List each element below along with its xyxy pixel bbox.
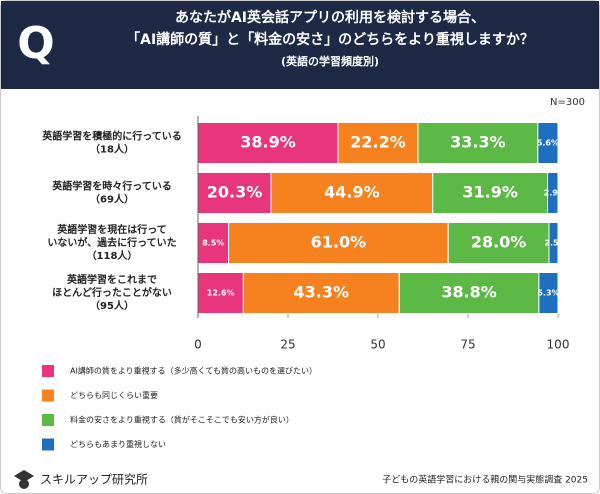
value-label: 20.3% [207,183,263,202]
bar-segment [447,222,550,264]
bar-segment [547,172,559,214]
value-label: 8.5% [202,239,224,248]
legend-label: AI講師の質をより重視する（多少高くても質の高いものを選びたい） [70,366,317,376]
bar-segment [432,172,549,214]
bar-segment [398,272,540,314]
x-tick-label: 0 [194,338,202,352]
value-label: 31.9% [462,183,518,202]
bar-segment [270,172,434,214]
bar-segment [337,122,419,164]
legend-swatch [42,365,54,377]
bar-segment [548,222,559,264]
brand: スキルアップ研究所 [40,472,148,487]
legend-label: 料金の安さをより重視する（質がそこそこでも安い方が良い） [70,415,294,425]
value-label: 28.0% [471,233,527,252]
value-label: 33.3% [450,133,506,152]
x-tick-label: 75 [460,338,475,352]
chart-title: あなたがAI英会話アプリの利用を検討する場合、 [175,9,485,26]
category-label: （118人） [87,249,138,262]
bar-segment [537,122,559,164]
value-label: 2.5% [544,239,566,248]
value-label: 61.0% [311,233,367,252]
legend-swatch [42,438,54,451]
legend-label: どちらも同じくらい重要 [70,390,158,400]
value-label: 43.3% [294,283,350,302]
chart-title: (英語の学習頻度別) [281,54,379,68]
x-tick-label: 100 [547,338,570,352]
value-label: 2.9% [544,189,566,198]
bar-segment [228,222,449,264]
bar-segment [242,272,400,314]
source: 子どもの英語学習における親の関与実態調査 2025 [382,474,588,486]
note: N=300 [550,97,585,108]
legend-swatch [42,389,54,402]
category-label: （69人） [90,193,134,206]
x-tick-label: 25 [280,338,295,352]
category-label: いないが、過去に行っていた [47,236,176,249]
value-label: 22.2% [350,133,406,152]
chart-title: 「AI講師の質」と「料金の安さ」のどちらをより重視しますか？ [126,31,534,48]
value-label: 44.9% [324,183,380,202]
bar-segment [197,222,230,264]
bar-segment [417,122,539,164]
footer-logo [14,470,34,489]
value-label: 5.3% [537,289,559,298]
value-label: 38.8% [441,283,497,302]
category-label: （95人） [90,299,134,312]
x-tick-label: 50 [370,338,385,352]
category-label: 英語学習を現在は行って [56,223,167,236]
legend-swatch [42,414,54,426]
legend-label: どちらもあまり重視しない [70,439,166,449]
header [1,1,599,89]
value-label: 12.6% [207,289,235,298]
category-label: 英語学習を時々行っている [51,180,172,193]
category-label: 英語学習をこれまで [66,273,157,286]
bar-segment [538,272,559,314]
category-label: 英語学習を積極的に行っている [41,130,182,143]
q-logo: Q [17,18,54,69]
value-label: 5.6% [537,139,559,148]
category-label: （18人） [90,143,134,156]
category-label: ほとんど行ったことがない [52,286,172,299]
value-label: 38.9% [240,133,296,152]
